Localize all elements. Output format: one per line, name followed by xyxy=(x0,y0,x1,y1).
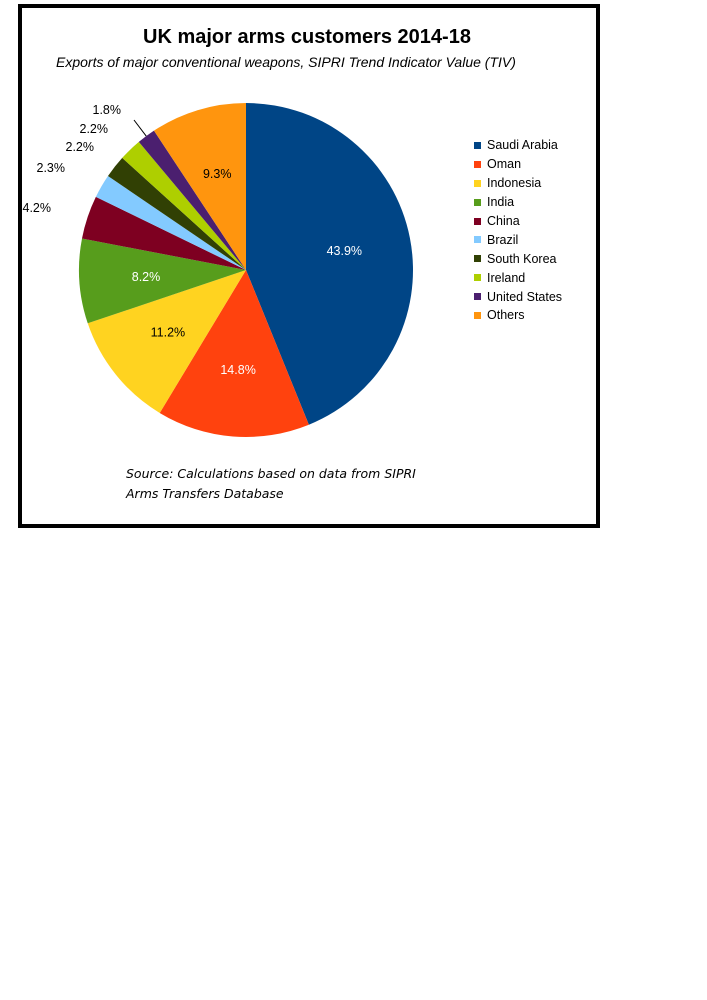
data-label-others: 9.3% xyxy=(203,167,232,181)
legend-swatch xyxy=(474,160,481,168)
pie-slice-ireland xyxy=(122,141,246,270)
legend-swatch xyxy=(474,274,481,282)
legend-label: South Korea xyxy=(487,251,557,266)
legend-item-south-korea: South Korea xyxy=(474,249,562,268)
legend-swatch xyxy=(474,293,481,301)
legend-item-others: Others xyxy=(474,306,562,325)
pie-slice-oman xyxy=(159,270,309,437)
legend-item-oman: Oman xyxy=(474,155,562,174)
chart-subtitle: Exports of major conventional weapons, S… xyxy=(56,54,516,70)
data-label-brazil: 2.3% xyxy=(37,161,66,175)
legend-item-india: India xyxy=(474,193,562,212)
legend-item-indonesia: Indonesia xyxy=(474,174,562,193)
legend-label: Ireland xyxy=(487,270,526,285)
pie-slice-brazil xyxy=(95,176,246,270)
data-label-india: 8.2% xyxy=(132,270,161,284)
legend-swatch xyxy=(474,179,481,187)
legend-label: Others xyxy=(487,308,525,323)
pie-slice-united-states xyxy=(138,130,246,270)
data-label-china: 4.2% xyxy=(23,201,52,215)
legend-label: Oman xyxy=(487,157,522,172)
source-note: Source: Calculations based on data from … xyxy=(126,466,416,501)
legend-label: Brazil xyxy=(487,232,519,247)
legend-swatch xyxy=(474,141,481,149)
legend-swatch xyxy=(474,217,481,225)
pie-slice-indonesia xyxy=(87,270,246,413)
data-label-south-korea: 2.2% xyxy=(66,140,95,154)
legend-item-ireland: Ireland xyxy=(474,268,562,287)
legend: Saudi Arabia Oman Indonesia India China Brazi… xyxy=(474,136,562,325)
pie-chart: 43.9%14.8%11.2%8.2%4.2%2.3%2.2%2.2%1.8%9… xyxy=(23,103,414,437)
data-label-saudi-arabia: 43.9% xyxy=(327,244,362,258)
chart-title: UK major arms customers 2014-18 xyxy=(143,26,471,48)
legend-swatch xyxy=(474,255,481,263)
pie-slice-others xyxy=(153,103,246,270)
data-label-indonesia: 11.2% xyxy=(151,326,186,340)
legend-swatch xyxy=(474,198,481,206)
data-label-united-states: 1.8% xyxy=(93,103,122,117)
legend-item-brazil: Brazil xyxy=(474,230,562,249)
data-label-ireland: 2.2% xyxy=(80,122,109,136)
legend-item-united-states: United States xyxy=(474,287,562,306)
legend-item-china: China xyxy=(474,212,562,231)
pie-slice-india xyxy=(78,238,246,324)
legend-label: China xyxy=(487,214,520,228)
legend-label: Indonesia xyxy=(487,176,542,191)
chart-frame: UK major arms customers 2014-18 Exports … xyxy=(18,4,600,528)
pie-slice-saudi-arabia xyxy=(246,103,414,425)
legend-item-saudi-arabia: Saudi Arabia xyxy=(474,136,562,155)
legend-label: Saudi Arabia xyxy=(487,138,558,153)
legend-swatch xyxy=(474,311,481,319)
pie-slice-south-korea xyxy=(107,157,246,270)
legend-swatch xyxy=(474,236,481,244)
legend-label: India xyxy=(487,195,515,210)
legend-label: United States xyxy=(487,289,563,304)
pie-slice-china xyxy=(82,196,246,270)
leader-line-united-states xyxy=(133,119,147,137)
data-label-oman: 14.8% xyxy=(220,363,255,377)
